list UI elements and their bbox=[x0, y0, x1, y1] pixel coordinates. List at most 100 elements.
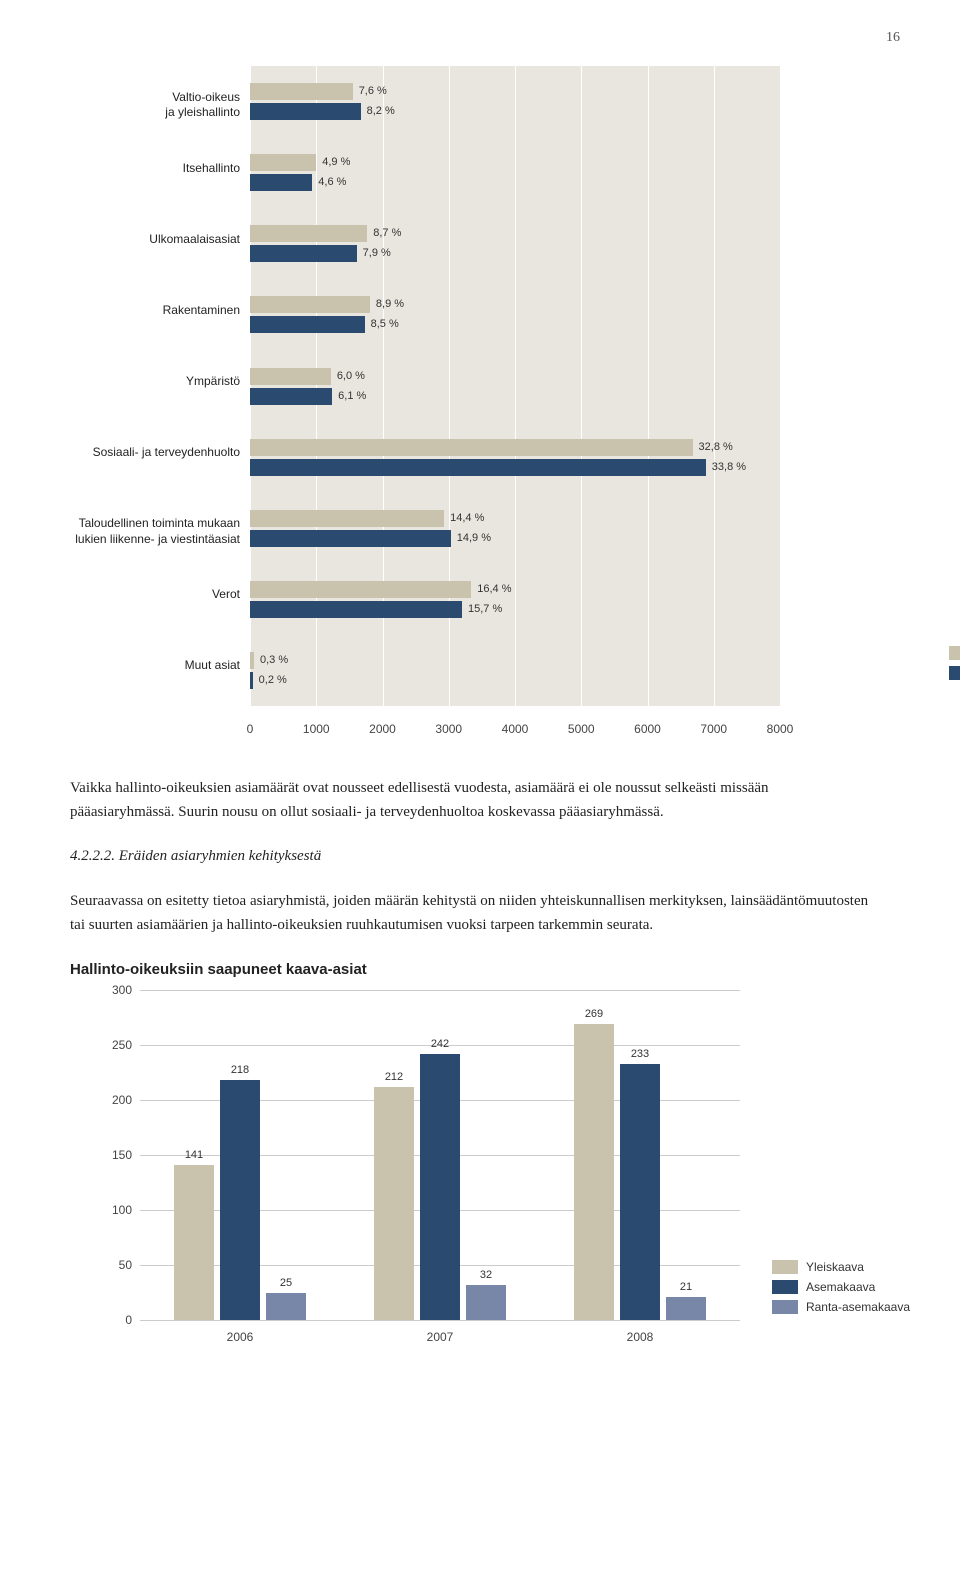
chart1-plot: 010002000300040005000600070008000Valtio-… bbox=[250, 66, 780, 736]
chart1-bar-2007 bbox=[250, 296, 370, 313]
chart1-bar-2007 bbox=[250, 154, 316, 171]
chart2-bar-label: 218 bbox=[220, 1064, 260, 1076]
chart1-category-label: Ympäristö bbox=[40, 374, 240, 390]
chart1-bar-2007 bbox=[250, 225, 367, 242]
chart2-ytick: 250 bbox=[100, 1038, 132, 1052]
chart2-bar-label: 25 bbox=[266, 1277, 306, 1289]
chart1-bar-label: 4,6 % bbox=[318, 174, 346, 191]
chart2-bar bbox=[174, 1165, 214, 1320]
chart1-legend-item: 2008 bbox=[949, 666, 960, 680]
paragraph-2: Seuraavassa on esitetty tietoa asiaryhmi… bbox=[70, 889, 870, 937]
chart1-legend: 2007 2008 bbox=[949, 646, 960, 686]
chart1-gridline bbox=[714, 66, 715, 706]
chart1-bar-label: 0,3 % bbox=[260, 652, 288, 669]
chart1-category-label: Ulkomaalaisasiat bbox=[40, 232, 240, 248]
chart1-bar-label: 14,9 % bbox=[457, 530, 491, 547]
chart2-bar bbox=[620, 1064, 660, 1320]
chart1-bar-label: 32,8 % bbox=[699, 439, 733, 456]
chart1-xtick: 8000 bbox=[767, 722, 794, 736]
chart2-bar bbox=[466, 1285, 506, 1320]
chart1-bar-2008 bbox=[250, 601, 462, 618]
chart1-bar-2007 bbox=[250, 581, 471, 598]
chart2-bar bbox=[420, 1054, 460, 1320]
chart1-gridline bbox=[648, 66, 649, 706]
chart1-xtick: 5000 bbox=[568, 722, 595, 736]
page-number: 16 bbox=[40, 30, 900, 46]
chart1-bar-2007 bbox=[250, 510, 444, 527]
chart1-bar-2008 bbox=[250, 388, 332, 405]
chart2-ytick: 100 bbox=[100, 1203, 132, 1217]
chart2-bar bbox=[220, 1080, 260, 1320]
chart2-legend: Yleiskaava Asemakaava Ranta-asemakaava bbox=[772, 1260, 910, 1320]
legend-label: Asemakaava bbox=[806, 1280, 875, 1294]
chart1-category-label: Valtio-oikeusja yleishallinto bbox=[40, 90, 240, 121]
chart2-gridline bbox=[140, 990, 740, 991]
chart1-category-label: Itsehallinto bbox=[40, 161, 240, 177]
chart1-bar-2007 bbox=[250, 83, 353, 100]
chart1-category-label: Muut asiat bbox=[40, 658, 240, 674]
chart1-xtick: 7000 bbox=[700, 722, 727, 736]
chart1-bar-label: 6,1 % bbox=[338, 388, 366, 405]
chart2-container: 0501001502002503001412182520062122423220… bbox=[100, 990, 740, 1320]
chart1-bar-2008 bbox=[250, 103, 361, 120]
chart1-bar-label: 0,2 % bbox=[259, 672, 287, 689]
chart2-xtick: 2006 bbox=[227, 1330, 254, 1344]
legend-swatch bbox=[949, 646, 960, 660]
chart1-bar-2007 bbox=[250, 652, 254, 669]
legend-swatch bbox=[772, 1260, 798, 1274]
chart2-ytick: 200 bbox=[100, 1093, 132, 1107]
chart2-bar-label: 21 bbox=[666, 1281, 706, 1293]
chart1-category-label: Taloudellinen toiminta mukaanlukien liik… bbox=[40, 516, 240, 547]
chart1-gridline bbox=[581, 66, 582, 706]
chart2-ytick: 50 bbox=[100, 1258, 132, 1272]
chart2-bar bbox=[374, 1087, 414, 1320]
chart2-bar bbox=[266, 1293, 306, 1321]
chart2-title: Hallinto-oikeuksiin saapuneet kaava-asia… bbox=[70, 961, 870, 978]
chart2-xtick: 2007 bbox=[427, 1330, 454, 1344]
chart2-bar-label: 242 bbox=[420, 1038, 460, 1050]
chart1-bar-label: 7,9 % bbox=[363, 245, 391, 262]
chart2-legend-item: Asemakaava bbox=[772, 1280, 910, 1294]
chart2-bar-label: 233 bbox=[620, 1048, 660, 1060]
chart1-bar-label: 14,4 % bbox=[450, 510, 484, 527]
chart1-bar-label: 33,8 % bbox=[712, 459, 746, 476]
chart1-bar-2008 bbox=[250, 459, 706, 476]
chart2-legend-item: Yleiskaava bbox=[772, 1260, 910, 1274]
chart1-bar-2007 bbox=[250, 368, 331, 385]
chart1-xtick: 1000 bbox=[303, 722, 330, 736]
chart1-xtick: 2000 bbox=[369, 722, 396, 736]
chart2-bar-label: 32 bbox=[466, 1269, 506, 1281]
chart1-bar-2008 bbox=[250, 245, 357, 262]
chart1-bar-2007 bbox=[250, 439, 693, 456]
chart1-xtick: 3000 bbox=[435, 722, 462, 736]
chart1-xtick: 0 bbox=[247, 722, 254, 736]
chart2-ytick: 300 bbox=[100, 983, 132, 997]
chart1-xtick: 4000 bbox=[502, 722, 529, 736]
chart1-category-label: Rakentaminen bbox=[40, 303, 240, 319]
chart2-bar-label: 141 bbox=[174, 1149, 214, 1161]
chart1-category-label: Verot bbox=[40, 587, 240, 603]
chart2-legend-item: Ranta-asemakaava bbox=[772, 1300, 910, 1314]
chart1-bar-2008 bbox=[250, 530, 451, 547]
chart2-xtick: 2008 bbox=[627, 1330, 654, 1344]
chart2-bar-label: 269 bbox=[574, 1008, 614, 1020]
chart2-plot: 0501001502002503001412182520062122423220… bbox=[140, 990, 740, 1320]
chart1-bar-label: 8,7 % bbox=[373, 225, 401, 242]
chart1-gridline bbox=[515, 66, 516, 706]
subheading-4222: 4.2.2.2. Eräiden asiaryhmien kehityksest… bbox=[70, 848, 870, 865]
chart1-bar-2008 bbox=[250, 174, 312, 191]
chart1-category-label: Sosiaali- ja terveydenhuolto bbox=[40, 445, 240, 461]
chart1-bar-2008 bbox=[250, 316, 365, 333]
legend-label: Ranta-asemakaava bbox=[806, 1300, 910, 1314]
chart1-bar-label: 8,5 % bbox=[371, 316, 399, 333]
chart1-container: 0 1000 2000 3000 4000 5000 6000 7000 8000 Valtio-… bbox=[40, 66, 900, 736]
chart1-bar-label: 6,0 % bbox=[337, 368, 365, 385]
chart1-xtick: 6000 bbox=[634, 722, 661, 736]
chart2-bar bbox=[574, 1024, 614, 1320]
chart2-bar-label: 212 bbox=[374, 1071, 414, 1083]
chart1-legend-item: 2007 bbox=[949, 646, 960, 660]
legend-swatch bbox=[772, 1300, 798, 1314]
chart1-bar-label: 8,9 % bbox=[376, 296, 404, 313]
legend-swatch bbox=[772, 1280, 798, 1294]
paragraph-1: Vaikka hallinto-oikeuksien asiamäärät ov… bbox=[70, 776, 870, 824]
